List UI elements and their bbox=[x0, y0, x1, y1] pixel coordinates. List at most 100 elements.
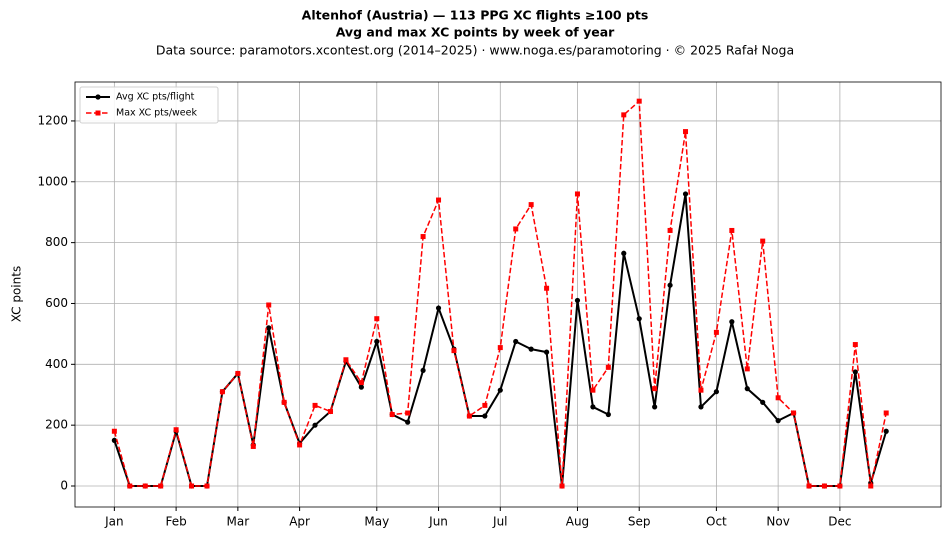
data-point bbox=[791, 410, 797, 416]
data-point bbox=[111, 437, 117, 443]
data-point bbox=[605, 411, 611, 418]
x-tick-label: Nov bbox=[766, 515, 789, 529]
x-tick-label: Jun bbox=[428, 515, 448, 529]
chart-subtitle: Avg and max XC points by week of year bbox=[336, 25, 615, 40]
y-tick-label: 800 bbox=[45, 235, 68, 249]
data-point bbox=[204, 483, 210, 489]
data-point bbox=[497, 387, 503, 393]
data-point bbox=[528, 202, 534, 208]
data-point bbox=[744, 386, 750, 392]
legend-label: Avg XC pts/flight bbox=[116, 92, 195, 103]
data-point bbox=[852, 369, 858, 375]
data-point bbox=[574, 297, 581, 304]
data-point bbox=[775, 395, 781, 401]
y-axis-label: XC points bbox=[10, 266, 24, 322]
x-tick-label: Feb bbox=[165, 515, 186, 529]
data-point bbox=[343, 357, 349, 363]
data-point bbox=[297, 442, 303, 448]
data-point bbox=[358, 380, 364, 386]
x-tick-label: May bbox=[364, 515, 389, 529]
data-point bbox=[358, 384, 364, 390]
data-point bbox=[466, 413, 472, 419]
data-point bbox=[729, 319, 735, 325]
data-point bbox=[652, 404, 658, 410]
x-tick-label: Mar bbox=[227, 515, 250, 529]
data-point bbox=[713, 389, 719, 395]
data-point bbox=[605, 364, 611, 370]
data-point bbox=[590, 404, 596, 410]
data-point bbox=[513, 226, 519, 232]
y-tick-label: 0 bbox=[60, 479, 68, 493]
data-point bbox=[744, 366, 750, 372]
y-tick-label: 400 bbox=[45, 357, 68, 371]
data-point bbox=[559, 483, 565, 489]
data-point bbox=[482, 413, 488, 419]
x-tick-label: Aug bbox=[566, 515, 589, 529]
data-point bbox=[852, 342, 858, 348]
data-point bbox=[621, 112, 627, 118]
data-point bbox=[760, 399, 766, 405]
data-point bbox=[883, 428, 889, 434]
data-point bbox=[837, 483, 843, 489]
data-point bbox=[142, 483, 148, 489]
data-point bbox=[652, 386, 658, 392]
data-point bbox=[158, 483, 164, 489]
data-point bbox=[528, 346, 534, 352]
data-point bbox=[420, 234, 426, 240]
data-point bbox=[420, 367, 426, 374]
data-point bbox=[389, 412, 395, 418]
data-point bbox=[683, 129, 689, 135]
data-point bbox=[436, 197, 442, 203]
data-point bbox=[405, 410, 411, 416]
data-point bbox=[435, 305, 442, 311]
data-point bbox=[111, 428, 117, 434]
data-point bbox=[543, 349, 550, 355]
data-point bbox=[821, 483, 827, 489]
data-point bbox=[451, 348, 457, 354]
data-point bbox=[482, 402, 488, 408]
data-point bbox=[636, 98, 642, 104]
data-point bbox=[250, 443, 256, 449]
y-tick-label: 600 bbox=[45, 296, 68, 310]
y-tick-label: 200 bbox=[45, 418, 68, 432]
data-point bbox=[667, 282, 673, 288]
data-point bbox=[266, 325, 272, 331]
x-tick-label: Dec bbox=[828, 515, 851, 529]
data-point bbox=[574, 191, 580, 197]
y-tick-label: 1000 bbox=[37, 174, 68, 188]
data-point bbox=[806, 483, 812, 489]
data-point bbox=[760, 238, 766, 244]
data-point bbox=[590, 387, 596, 393]
data-point bbox=[312, 402, 318, 408]
data-point bbox=[405, 419, 411, 425]
legend-marker bbox=[95, 110, 101, 116]
data-point bbox=[327, 408, 333, 414]
x-tick-label: Apr bbox=[289, 515, 310, 529]
legend-label: Max XC pts/week bbox=[116, 108, 197, 119]
data-point bbox=[281, 399, 287, 405]
legend-box bbox=[79, 86, 219, 124]
y-tick-label: 1200 bbox=[37, 113, 68, 127]
data-point bbox=[621, 250, 627, 256]
data-point bbox=[513, 338, 519, 345]
data-point bbox=[698, 387, 704, 393]
data-point bbox=[698, 404, 704, 410]
data-point bbox=[127, 483, 133, 489]
data-point bbox=[544, 285, 550, 291]
data-point bbox=[729, 227, 735, 233]
plot-frame bbox=[74, 81, 942, 508]
data-point bbox=[312, 422, 318, 428]
data-point bbox=[713, 329, 719, 335]
x-tick-label: Jan bbox=[104, 515, 124, 529]
data-point bbox=[266, 302, 272, 308]
data-point bbox=[868, 483, 874, 489]
data-point bbox=[173, 427, 179, 433]
legend-marker bbox=[95, 94, 101, 100]
data-point bbox=[682, 191, 689, 197]
chart-source: Data source: paramotors.xcontest.org (20… bbox=[156, 43, 794, 58]
data-point bbox=[374, 338, 380, 345]
data-point bbox=[636, 316, 642, 322]
x-tick-label: Oct bbox=[706, 515, 727, 529]
data-point bbox=[219, 389, 225, 395]
